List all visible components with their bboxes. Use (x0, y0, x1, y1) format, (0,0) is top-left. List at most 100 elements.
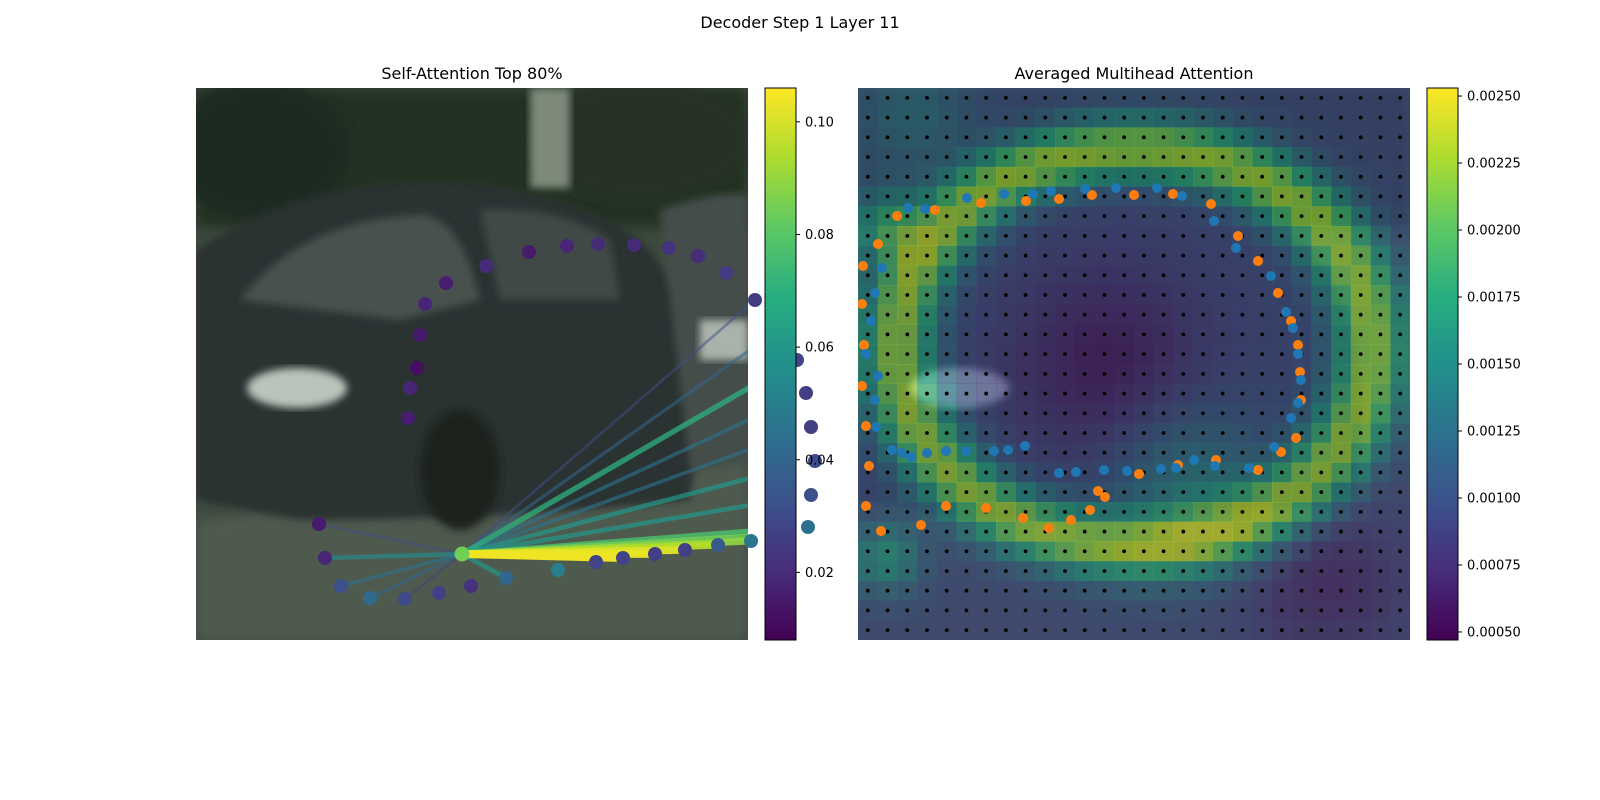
grid-dot (984, 431, 989, 435)
grid-dot (1378, 293, 1383, 297)
grid-dot (1122, 549, 1127, 554)
grid-dot (1378, 233, 1383, 238)
grid-dot (1082, 470, 1087, 475)
grid-dot (1319, 332, 1324, 337)
grid-dot (1122, 569, 1127, 573)
keypoint-series (858, 183, 1306, 536)
grid-dot (1220, 391, 1225, 396)
grid-dot (1358, 95, 1363, 100)
grid-dot (1220, 411, 1225, 416)
grid-dot (1023, 588, 1028, 593)
grid-dot (1378, 588, 1383, 593)
grid-dot (1063, 155, 1067, 159)
grid-dot (1201, 431, 1205, 435)
grid-dot (905, 391, 910, 396)
grid-dot (1220, 273, 1225, 278)
grid-dot (1378, 628, 1383, 633)
grid-dot (1240, 628, 1245, 633)
grid-dot (885, 194, 890, 199)
grid-dot (1299, 490, 1304, 495)
grid-dot (1240, 253, 1245, 258)
attention-point (804, 420, 818, 434)
grid-dot (944, 293, 949, 297)
grid-dot (1122, 608, 1127, 613)
grid-dot (944, 214, 949, 219)
blue-keypoint (1046, 186, 1056, 196)
grid-dot (925, 628, 929, 633)
grid-dot (905, 312, 910, 317)
grid-dot (1063, 588, 1067, 593)
grid-dot (925, 135, 929, 140)
grid-dot (1082, 312, 1087, 317)
grid-dot (1043, 135, 1048, 140)
attention-edge (460, 349, 748, 556)
grid-dot (1201, 608, 1205, 613)
grid-dot (1260, 194, 1265, 199)
grid-dot (1299, 155, 1304, 159)
grid-dot (885, 332, 890, 337)
grid-dot (1378, 450, 1383, 455)
blue-keypoint (1210, 461, 1220, 471)
grid-dot (905, 411, 910, 416)
grid-dot (1141, 214, 1146, 219)
attention-edge (460, 418, 748, 556)
grid-dot (1358, 431, 1363, 435)
grid-dot (944, 588, 949, 593)
grid-dot (1003, 273, 1008, 278)
grid-dot (925, 293, 929, 297)
grid-dot (1378, 352, 1383, 357)
grid-dot (885, 352, 890, 357)
grid-dot (1319, 194, 1324, 199)
grid-dot (1339, 135, 1343, 140)
grid-dot (1358, 233, 1363, 238)
attention-point (744, 534, 758, 548)
grid-dot (865, 588, 870, 593)
grid-dot (964, 273, 969, 278)
grid-dot (1122, 95, 1127, 100)
grid-dot (1220, 155, 1225, 159)
colorbar-tick-label: 0.00250 (1467, 90, 1521, 105)
grid-dot (1141, 431, 1146, 435)
grid-dot (1161, 450, 1166, 455)
grid-dot (1161, 115, 1166, 120)
grid-dot (1003, 628, 1008, 633)
grid-dot (944, 352, 949, 357)
grid-dot (1279, 509, 1284, 514)
grid-dot (1398, 608, 1403, 613)
grid-dot (1358, 628, 1363, 633)
grid-dot (1220, 174, 1225, 179)
grid-dot (1220, 588, 1225, 593)
colorbar-tick-label: 0.00175 (1467, 291, 1521, 306)
grid-dot (1201, 549, 1205, 554)
grid-dot (925, 588, 929, 593)
attention-point (410, 361, 424, 375)
grid-dot (1141, 155, 1146, 159)
grid-dot (905, 549, 910, 554)
grid-dot (1398, 115, 1403, 120)
grid-dot (1122, 529, 1127, 534)
colorbar-tick-label: 0.00200 (1467, 224, 1521, 239)
grid-dot (1378, 608, 1383, 613)
grid-dot (1220, 569, 1225, 573)
grid-dot (1082, 588, 1087, 593)
grid-dot (925, 529, 929, 534)
grid-dot (1220, 253, 1225, 258)
grid-dot (1358, 549, 1363, 554)
grid-dot (1378, 95, 1383, 100)
grid-dot (885, 411, 890, 416)
grid-dot (1339, 352, 1343, 357)
attention-edge (317, 522, 464, 556)
grid-dot (1181, 411, 1186, 416)
grid-dot (1240, 470, 1245, 475)
grid-dot (1260, 273, 1265, 278)
grid-dot (1082, 253, 1087, 258)
grid-dot (1299, 549, 1304, 554)
blue-keypoint (920, 204, 930, 214)
grid-dot (1122, 450, 1127, 455)
grid-dot (1260, 174, 1265, 179)
grid-dot (1358, 253, 1363, 258)
colorbar-tick-label: 0.00150 (1467, 358, 1521, 373)
grid-dot (1299, 115, 1304, 120)
grid-dot (1141, 411, 1146, 416)
grid-dot (1063, 391, 1067, 396)
